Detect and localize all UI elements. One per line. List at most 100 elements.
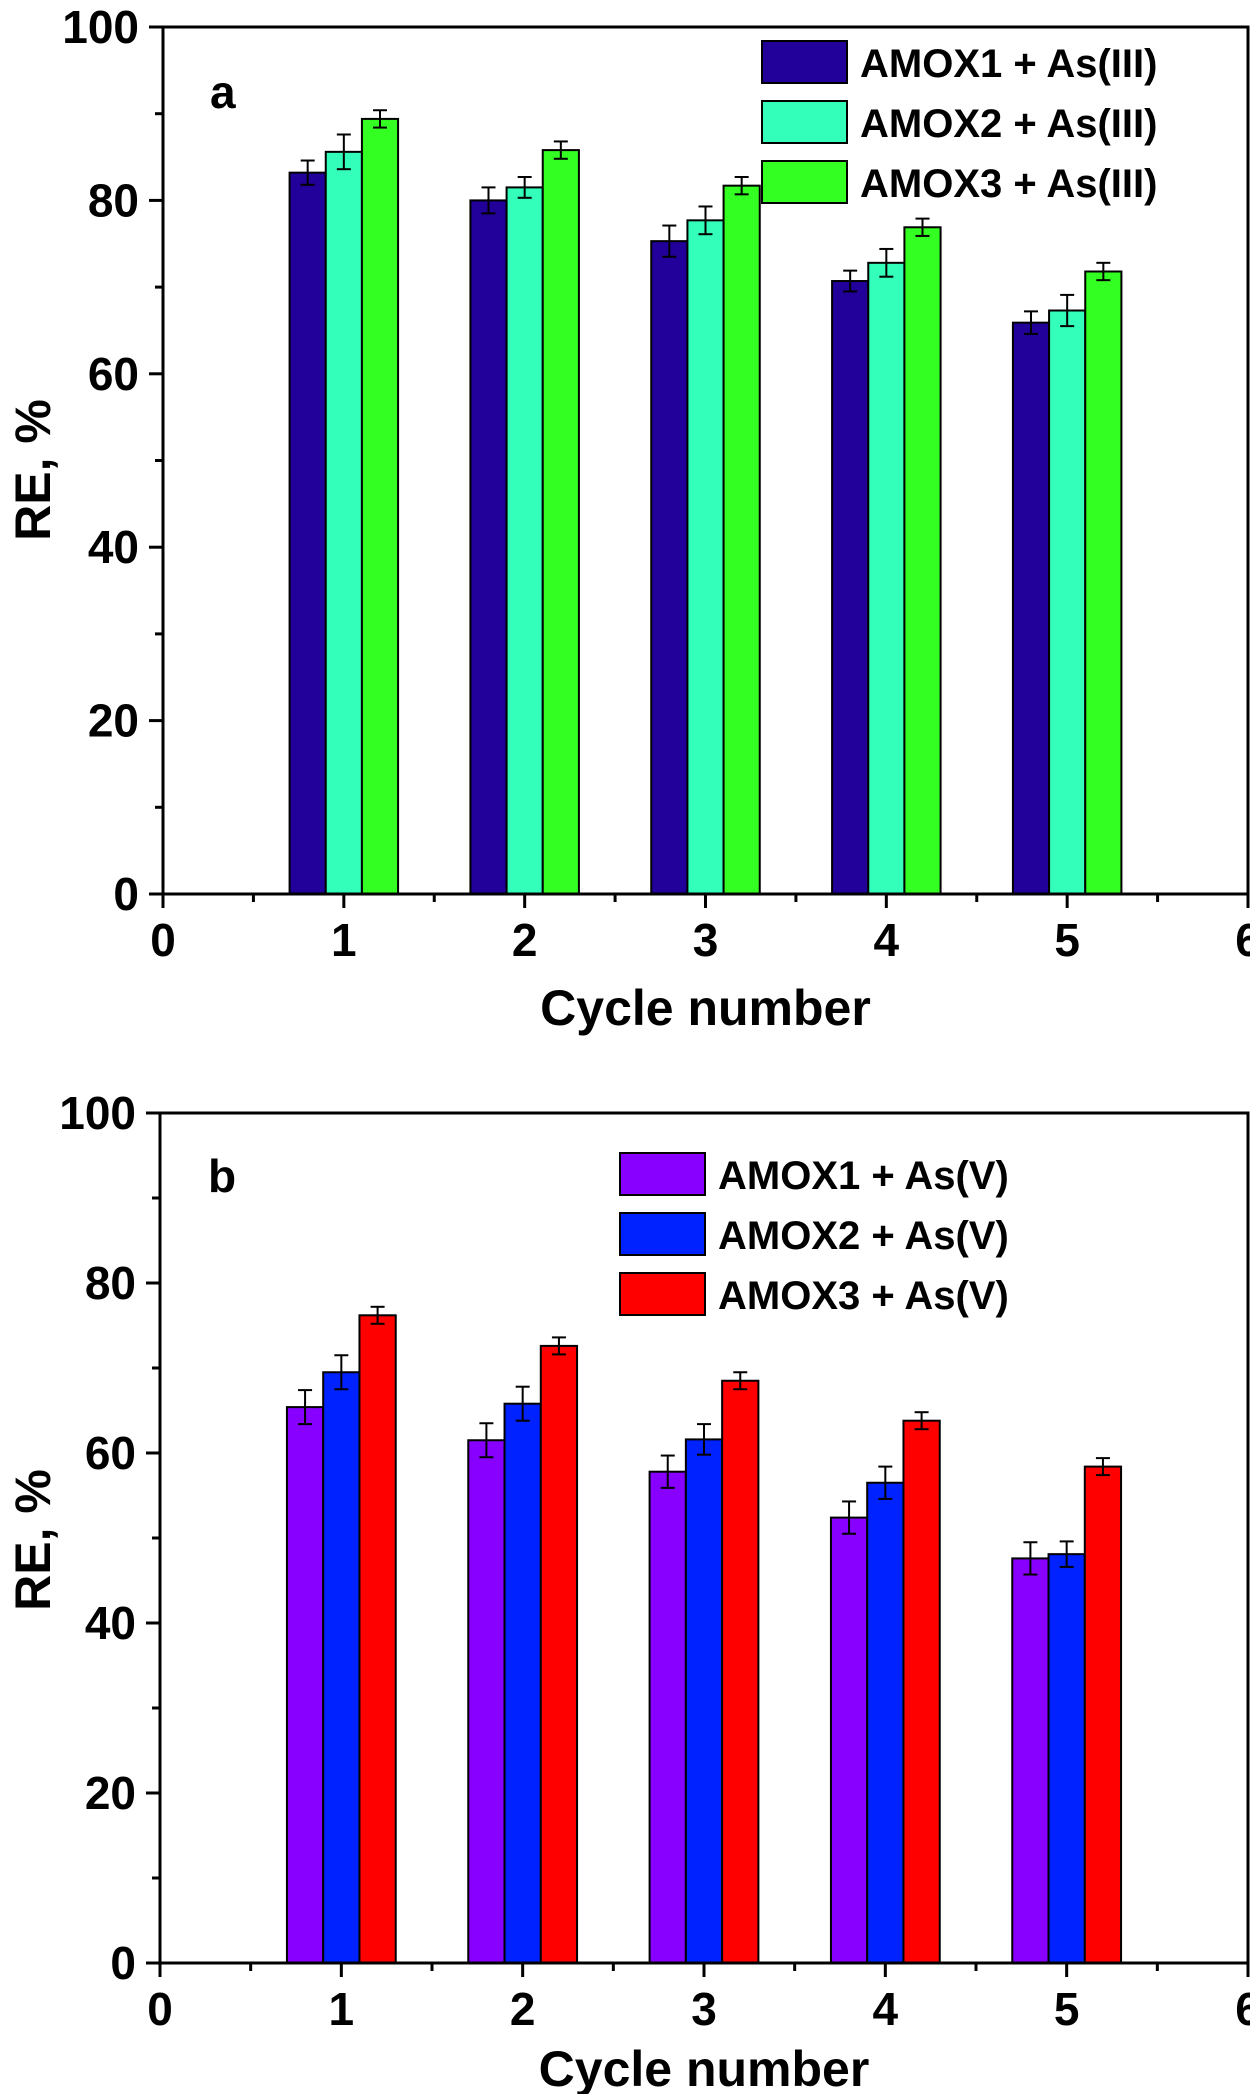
error-bar-a-s2-c3: [698, 205, 713, 236]
error-bar-a-s3-c3: [734, 175, 749, 196]
x-axis-label-b: Cycle number: [539, 2041, 870, 2094]
error-bar-b-s1-c2: [479, 1422, 494, 1459]
error-bar-b-s1-c4: [842, 1500, 857, 1535]
bar-a-s1-c2: [469, 199, 508, 895]
error-bar-a-s2-c2: [517, 175, 532, 199]
bar-a-s2-c4: [867, 261, 906, 896]
x-tick-label-a-3: 3: [693, 914, 719, 966]
y-tick-label-b-60: 60: [85, 1427, 136, 1479]
y-tick-label-b-80: 80: [85, 1257, 136, 1309]
x-tick-label-b-6: 6: [1235, 1983, 1250, 2035]
error-bar-b-s2-c5: [1059, 1540, 1074, 1568]
bar-b-s1-c2: [467, 1439, 506, 1964]
legend-label-b-2: AMOX2 + As(V): [718, 1214, 1009, 1258]
y-tick-label-b-40: 40: [85, 1597, 136, 1649]
bar-a-s1-c4: [831, 280, 870, 895]
x-tick-label-b-3: 3: [691, 1983, 717, 2035]
bar-a-s2-c1: [324, 150, 363, 895]
x-tick-label-b-4: 4: [873, 1983, 899, 2035]
bar-b-s1-c3: [648, 1470, 687, 1964]
error-bar-b-s3-c5: [1095, 1457, 1110, 1477]
legend-label-a-1: AMOX1 + As(III): [860, 42, 1157, 86]
error-bar-a-s3-c4: [915, 217, 930, 237]
bar-b-s2-c5: [1047, 1553, 1086, 1965]
x-tick-label-a-1: 1: [331, 914, 357, 966]
legend-label-a-3: AMOX3 + As(III): [860, 162, 1157, 206]
bar-b-s2-c4: [866, 1481, 905, 1964]
y-tick-label-b-100: 100: [59, 1087, 136, 1139]
x-tick-label-b-1: 1: [329, 1983, 355, 2035]
bar-b-s1-c4: [829, 1516, 869, 1964]
error-bar-a-s1-c2: [481, 186, 496, 215]
error-bar-b-s1-c1: [298, 1389, 313, 1426]
bar-b-s2-c3: [684, 1438, 724, 1964]
legend-swatch-a-1: [761, 40, 848, 84]
error-bar-a-s1-c4: [843, 269, 858, 293]
x-tick-label-b-2: 2: [510, 1983, 536, 2035]
bar-a-s1-c1: [288, 171, 327, 895]
panel-label-b: b: [208, 1150, 236, 1202]
error-bar-b-s1-c5: [1023, 1541, 1038, 1576]
bar-b-s3-c2: [539, 1344, 579, 1964]
bar-a-s2-c3: [686, 219, 725, 895]
legend-label-b-1: AMOX1 + As(V): [718, 1154, 1009, 1198]
panel-label-a: a: [210, 66, 236, 118]
y-tick-label-a-0: 0: [113, 868, 139, 920]
y-tick-label-a-20: 20: [88, 695, 139, 747]
error-bar-a-s3-c2: [553, 140, 568, 160]
bar-a-s1-c3: [650, 240, 689, 896]
legend-swatch-b-1: [619, 1152, 706, 1196]
bar-b-s3-c3: [721, 1379, 760, 1964]
error-bar-a-s1-c3: [662, 224, 677, 258]
legend-swatch-b-3: [619, 1272, 706, 1316]
y-tick-label-b-0: 0: [110, 1937, 136, 1989]
bar-a-s3-c5: [1084, 270, 1123, 895]
error-bar-b-s3-c3: [733, 1371, 748, 1391]
bar-b-s1-c5: [1011, 1557, 1050, 1965]
x-tick-label-a-4: 4: [874, 914, 900, 966]
bar-a-s1-c5: [1011, 321, 1051, 896]
bar-a-s3-c3: [722, 184, 761, 895]
error-bar-b-s2-c3: [697, 1423, 711, 1456]
bar-b-s3-c1: [358, 1314, 397, 1965]
bar-b-s1-c1: [285, 1406, 325, 1964]
bar-a-s3-c1: [360, 117, 400, 896]
y-tick-label-a-100: 100: [62, 1, 139, 53]
x-tick-label-b-5: 5: [1054, 1983, 1080, 2035]
bar-b-s2-c2: [503, 1402, 542, 1964]
error-bar-a-s3-c5: [1096, 261, 1111, 282]
error-bar-b-s2-c2: [515, 1385, 530, 1422]
legend-swatch-b-2: [619, 1212, 706, 1256]
bar-a-s2-c2: [505, 186, 544, 895]
error-bar-a-s2-c5: [1060, 293, 1075, 328]
bar-b-s3-c4: [902, 1419, 941, 1964]
error-bar-b-s2-c1: [334, 1354, 349, 1391]
legend-label-a-2: AMOX2 + As(III): [860, 102, 1157, 146]
error-bar-b-s3-c2: [551, 1336, 566, 1356]
bar-b-s2-c1: [322, 1371, 361, 1964]
error-bar-b-s2-c4: [878, 1465, 893, 1500]
y-axis-label-a: RE, %: [5, 399, 61, 541]
x-tick-label-a-2: 2: [512, 914, 538, 966]
error-bar-a-s1-c5: [1024, 310, 1038, 335]
bar-b-s3-c5: [1083, 1465, 1123, 1964]
error-bar-b-s1-c3: [660, 1454, 675, 1489]
x-tick-label-b-0: 0: [147, 1983, 173, 2035]
y-tick-label-a-60: 60: [88, 348, 139, 400]
error-bar-a-s3-c1: [373, 109, 387, 129]
bar-a-s3-c2: [541, 149, 580, 895]
error-bar-a-s1-c1: [300, 159, 315, 186]
bar-a-s2-c5: [1048, 309, 1087, 896]
y-tick-label-a-40: 40: [88, 521, 139, 573]
bar-a-s3-c4: [903, 226, 942, 896]
legend-swatch-a-2: [761, 100, 848, 144]
y-tick-label-a-80: 80: [88, 174, 139, 226]
legend-swatch-a-3: [761, 160, 848, 204]
error-bar-a-s2-c4: [879, 247, 894, 278]
legend-label-b-3: AMOX3 + As(V): [718, 1274, 1009, 1318]
y-axis-label-b: RE, %: [5, 1469, 61, 1611]
x-tick-label-a-0: 0: [150, 914, 176, 966]
